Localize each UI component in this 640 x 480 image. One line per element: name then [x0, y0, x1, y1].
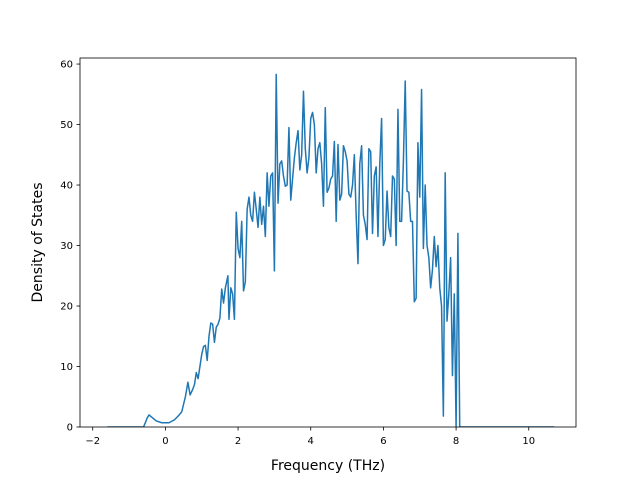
plot-frame — [79, 57, 577, 428]
y-tick-label: 40 — [60, 181, 73, 192]
x-tick-label: −2 — [85, 436, 100, 447]
y-tick-label: 10 — [60, 362, 73, 373]
y-axis-title: Density of States — [30, 183, 46, 303]
y-tick-label: 0 — [67, 423, 73, 434]
x-tick-label: 0 — [162, 436, 168, 447]
x-axis: −2 0 2 4 6 8 10 — [85, 427, 535, 447]
dos-series-line — [107, 73, 555, 427]
x-tick-label: 8 — [453, 436, 459, 447]
x-tick-label: 6 — [380, 436, 386, 447]
y-tick-label: 30 — [60, 241, 73, 252]
plot-area — [107, 73, 555, 427]
x-axis-title: Frequency (THz) — [271, 458, 385, 474]
x-tick-label: 10 — [522, 436, 535, 447]
y-tick-label: 20 — [60, 302, 73, 313]
x-tick-label: 4 — [308, 436, 314, 447]
y-axis: 0 10 20 30 40 50 60 — [60, 60, 80, 434]
y-tick-label: 60 — [60, 60, 73, 71]
y-tick-label: 50 — [60, 120, 73, 131]
x-tick-label: 2 — [235, 436, 241, 447]
